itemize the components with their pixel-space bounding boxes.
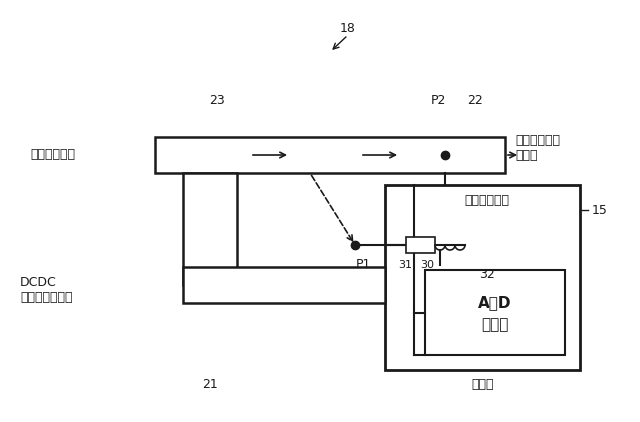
Text: 18: 18 <box>340 22 356 35</box>
Text: A／D: A／D <box>478 295 512 311</box>
Text: 電流検出回路: 電流検出回路 <box>465 194 509 206</box>
Bar <box>155 137 505 173</box>
Text: 23: 23 <box>209 94 225 106</box>
Text: 31: 31 <box>398 260 412 270</box>
Text: P2: P2 <box>430 94 445 106</box>
Bar <box>183 267 385 303</box>
Text: 15: 15 <box>592 203 608 216</box>
Text: 22: 22 <box>467 94 483 106</box>
Bar <box>183 173 237 285</box>
Bar <box>425 270 565 355</box>
Text: バッテリ及び
負荷へ: バッテリ及び 負荷へ <box>515 134 560 162</box>
Text: DCDC
コンバータから: DCDC コンバータから <box>20 276 72 304</box>
Bar <box>406 237 435 253</box>
Text: 変換部: 変換部 <box>481 317 509 333</box>
Text: 制御部: 制御部 <box>472 379 494 392</box>
Bar <box>385 185 580 370</box>
Text: 32: 32 <box>479 268 495 281</box>
Text: スイッチから: スイッチから <box>30 149 75 162</box>
Text: P1: P1 <box>355 259 371 271</box>
Text: 21: 21 <box>202 379 218 392</box>
Text: 30: 30 <box>420 260 434 270</box>
